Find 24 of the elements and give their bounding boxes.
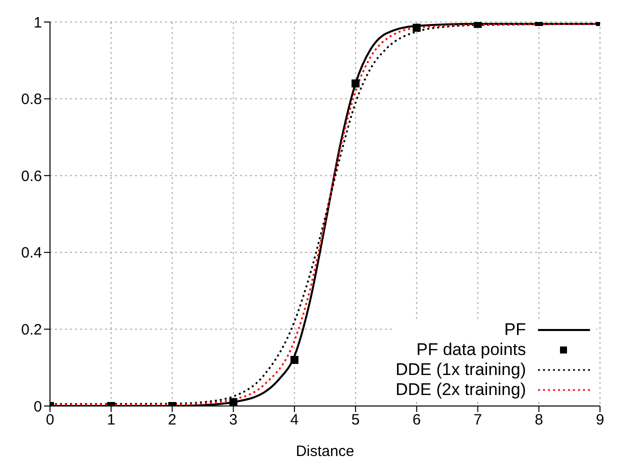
legend-label: DDE (2x training) <box>396 380 526 400</box>
x-axis-title: Distance <box>296 443 354 460</box>
x-tick-label: 3 <box>229 412 238 429</box>
x-tick-label: 7 <box>474 412 482 429</box>
x-tick-label: 1 <box>106 412 116 429</box>
legend-label: PF data points <box>416 340 526 360</box>
y-tick-label: 1 <box>34 14 42 32</box>
y-tick-label: 0.6 <box>21 168 42 185</box>
x-tick-label: 2 <box>168 412 176 429</box>
x-tick-label: 6 <box>412 412 421 429</box>
point <box>412 24 421 32</box>
x-tick-label: 9 <box>596 412 604 429</box>
legend-label: PF <box>504 320 526 340</box>
y-tick-label: 0.8 <box>21 91 42 108</box>
x-tick-label: 0 <box>46 412 54 429</box>
y-tick-label: 0 <box>34 398 42 416</box>
legend-label: DDE (1x training) <box>396 360 526 380</box>
y-tick-label: 0.4 <box>21 244 42 262</box>
x-tick-label: 5 <box>351 412 360 429</box>
y-tick-label: 0.2 <box>21 322 42 339</box>
point <box>352 79 360 88</box>
x-tick-label: 4 <box>290 412 299 429</box>
x-tick-label: 8 <box>534 412 544 429</box>
point <box>290 356 298 364</box>
